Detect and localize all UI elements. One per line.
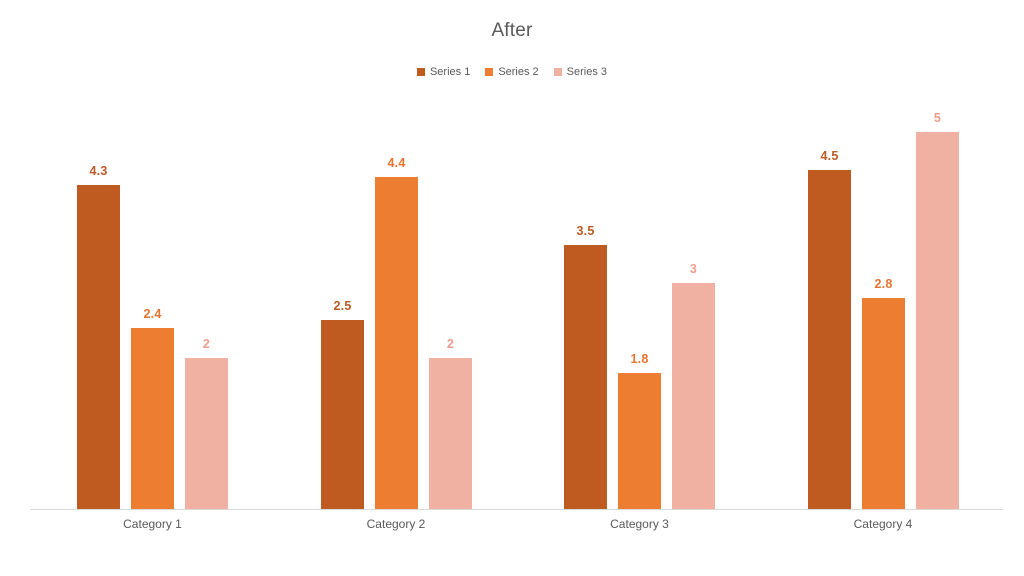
legend-item: Series 2 — [485, 66, 539, 78]
category-label: Category 4 — [853, 517, 913, 531]
bar-series2-category2 — [375, 177, 418, 509]
x-axis-line — [30, 509, 1003, 510]
category-label: Category 1 — [123, 517, 182, 531]
bar-series2-category4 — [862, 298, 905, 509]
legend-swatch-icon — [553, 68, 562, 76]
bar-value-label: 1.8 — [630, 352, 649, 366]
bar-series1-category1 — [77, 185, 120, 509]
bar-value-label: 2.4 — [143, 307, 162, 321]
legend-item: Series 3 — [553, 66, 608, 78]
bar-value-label: 2.5 — [333, 299, 352, 313]
bar-value-label: 3.5 — [576, 224, 595, 238]
bar-value-label: 2 — [202, 337, 211, 351]
bar-series1-category4 — [808, 170, 851, 509]
legend-label: Series 2 — [498, 66, 539, 78]
category-label: Category 3 — [610, 517, 669, 531]
bar-value-label: 5 — [933, 111, 942, 125]
bar-series3-category1 — [185, 358, 228, 509]
category-label: Category 2 — [366, 517, 426, 531]
legend: Series 1 Series 2 Series 3 — [0, 66, 1024, 78]
legend-item: Series 1 — [416, 66, 471, 78]
bar-series2-category3 — [618, 373, 661, 509]
bar-value-label: 4.3 — [89, 164, 108, 178]
legend-swatch-icon — [416, 68, 425, 76]
bar-series1-category2 — [321, 320, 364, 509]
bar-value-label: 3 — [689, 262, 698, 276]
bar-value-label: 4.4 — [387, 156, 406, 170]
bar-series1-category3 — [564, 245, 607, 509]
bar-value-label: 2 — [446, 337, 455, 351]
bar-value-label: 4.5 — [820, 149, 839, 163]
bar-series3-category2 — [429, 358, 472, 509]
chart-title: After — [491, 20, 533, 41]
bar-series3-category3 — [672, 283, 715, 509]
legend-swatch-icon — [485, 68, 494, 76]
legend-label: Series 1 — [429, 66, 471, 78]
legend-label: Series 3 — [566, 66, 608, 78]
bar-value-label: 2.8 — [874, 277, 893, 291]
bar-series2-category1 — [131, 328, 174, 509]
bar-series3-category4 — [916, 132, 959, 509]
